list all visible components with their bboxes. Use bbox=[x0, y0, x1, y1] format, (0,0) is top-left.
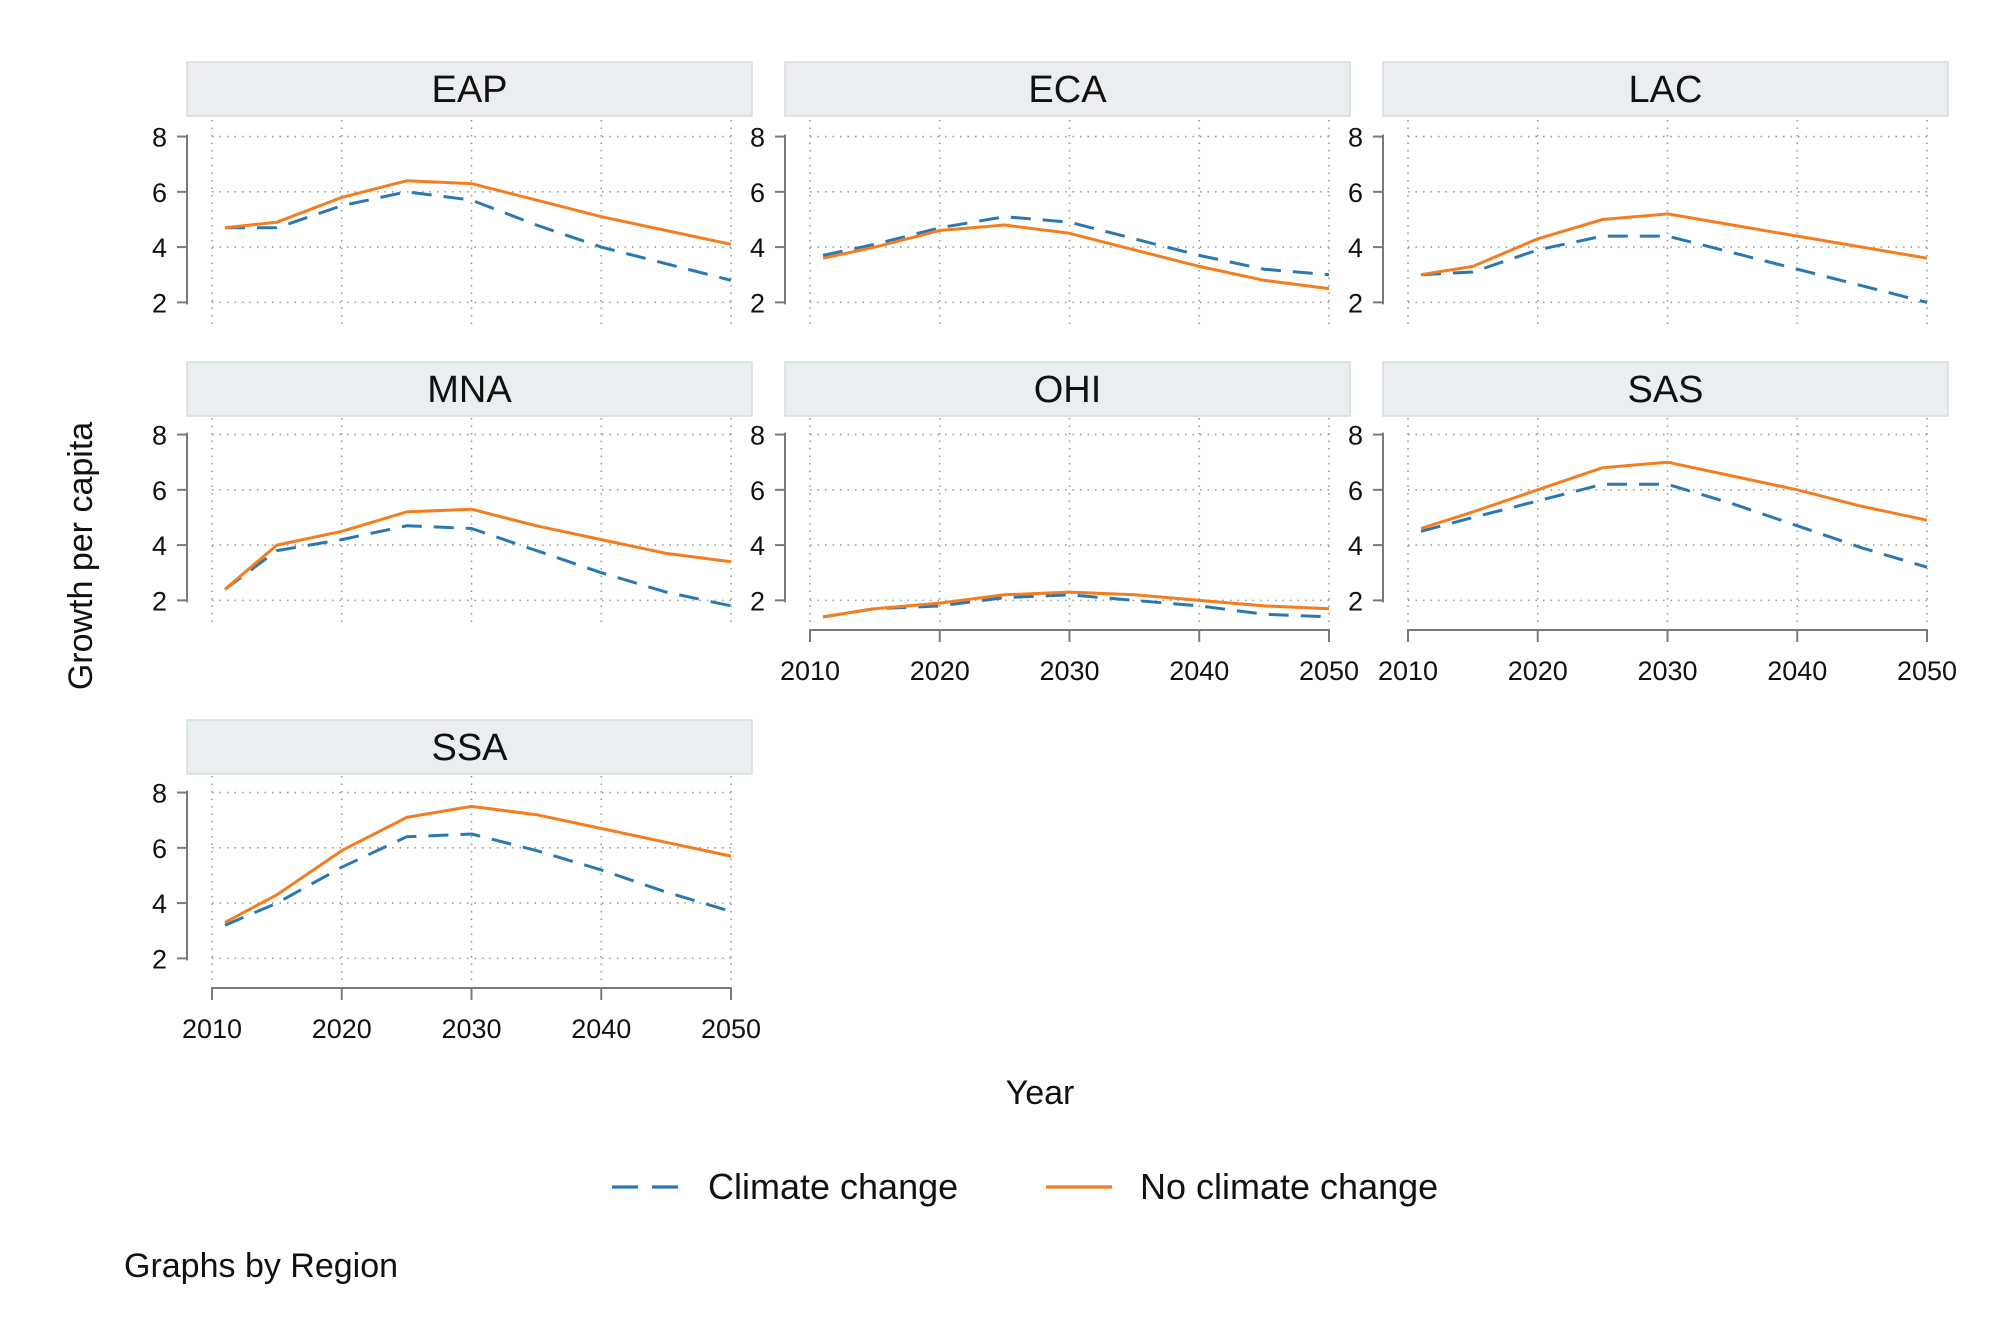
series-line-sas-climate-change bbox=[1420, 482, 1928, 569]
panel-lac: LAC 2 4 6 8 bbox=[1348, 61, 1949, 330]
x-tick-label-2020: 2020 bbox=[312, 1014, 372, 1044]
x-tick-label-2020: 2020 bbox=[910, 656, 970, 686]
series-line-lac-climate-change bbox=[1420, 234, 1928, 304]
series-line-lac-no-climate-change bbox=[1420, 212, 1928, 277]
panel-title-eca: ECA bbox=[1028, 69, 1107, 111]
panel-ssa: SSA 2 4 6 8 2010 2020 2030 2040 2050 bbox=[152, 719, 761, 1044]
series-line-eap-climate-change bbox=[225, 190, 732, 282]
y-tick-label-4: 4 bbox=[152, 531, 167, 561]
y-tick-label-6: 6 bbox=[1348, 476, 1363, 506]
y-tick-label-2: 2 bbox=[1348, 586, 1363, 616]
series-line-mna-climate-change bbox=[224, 524, 732, 608]
y-tick-label-8: 8 bbox=[750, 123, 765, 153]
legend: Climate change No climate change bbox=[612, 1166, 1438, 1207]
x-tick-label-2030: 2030 bbox=[1637, 656, 1697, 686]
series-line-sas-no-climate-change bbox=[1420, 460, 1928, 530]
panel-title-eap: EAP bbox=[431, 69, 507, 111]
series-line-eca-climate-change bbox=[822, 215, 1330, 277]
y-tick-label-8: 8 bbox=[1348, 421, 1363, 451]
y-tick-label-4: 4 bbox=[750, 233, 765, 263]
y-tick-label-6: 6 bbox=[1348, 178, 1363, 208]
y-tick-label-2: 2 bbox=[152, 586, 167, 616]
y-tick-label-6: 6 bbox=[152, 834, 167, 864]
panel-strip-ssa bbox=[186, 719, 753, 775]
x-tick-label-2040: 2040 bbox=[1767, 656, 1827, 686]
panel-strip-ohi bbox=[784, 361, 1351, 417]
y-tick-label-6: 6 bbox=[750, 178, 765, 208]
y-tick-label-2: 2 bbox=[152, 944, 167, 974]
x-tick-label-2020: 2020 bbox=[1508, 656, 1568, 686]
panel-title-mna: MNA bbox=[427, 369, 512, 411]
y-tick-label-8: 8 bbox=[152, 123, 167, 153]
y-tick-label-4: 4 bbox=[152, 233, 167, 263]
panel-strip-lac bbox=[1382, 61, 1949, 117]
panel-eca: ECA 2 4 6 8 bbox=[750, 61, 1351, 330]
x-tick-label-2010: 2010 bbox=[780, 656, 840, 686]
y-tick-label-4: 4 bbox=[152, 889, 167, 919]
y-tick-label-2: 2 bbox=[152, 288, 167, 318]
y-tick-label-4: 4 bbox=[1348, 233, 1363, 263]
panel-title-lac: LAC bbox=[1629, 69, 1703, 111]
y-tick-label-2: 2 bbox=[750, 586, 765, 616]
legend-label-climate-change: Climate change bbox=[708, 1166, 958, 1207]
y-tick-label-6: 6 bbox=[152, 178, 167, 208]
y-tick-label-4: 4 bbox=[750, 531, 765, 561]
x-tick-label-2050: 2050 bbox=[1299, 656, 1359, 686]
y-axis-title: Growth per capita bbox=[62, 422, 100, 690]
y-tick-label-6: 6 bbox=[152, 476, 167, 506]
y-tick-label-8: 8 bbox=[152, 779, 167, 809]
x-tick-label-2030: 2030 bbox=[1039, 656, 1099, 686]
panel-sas: SAS 2 4 6 8 2010 2020 2030 2040 2050 bbox=[1348, 361, 1957, 686]
x-tick-label-2040: 2040 bbox=[571, 1014, 631, 1044]
y-tick-label-8: 8 bbox=[152, 421, 167, 451]
panel-strip-eap bbox=[186, 61, 753, 117]
panel-ohi: OHI 2 4 6 8 2010 2020 2030 2040 2050 bbox=[750, 361, 1359, 686]
x-axis-title: Year bbox=[1006, 1074, 1075, 1112]
x-tick-label-2030: 2030 bbox=[441, 1014, 501, 1044]
panel-title-sas: SAS bbox=[1627, 369, 1703, 411]
y-tick-label-6: 6 bbox=[750, 476, 765, 506]
panel-title-ohi: OHI bbox=[1034, 369, 1102, 411]
x-tick-label-2050: 2050 bbox=[1897, 656, 1957, 686]
panel-eap: EAP 2 4 6 8 bbox=[152, 61, 753, 330]
series-line-ssa-climate-change bbox=[224, 832, 732, 927]
y-tick-label-2: 2 bbox=[1348, 288, 1363, 318]
x-tick-label-2010: 2010 bbox=[182, 1014, 242, 1044]
panels-group: EAP 2 4 6 8 ECA 2 4 6 8 LAC 2 4 6 8 MNA 2 4 6 8 OHI 2 4 6 8 2010 2… bbox=[152, 61, 1957, 1044]
series-line-ssa-no-climate-change bbox=[224, 804, 732, 924]
series-line-mna-no-climate-change bbox=[224, 507, 732, 591]
legend-label-no-climate-change: No climate change bbox=[1140, 1166, 1438, 1207]
x-tick-label-2050: 2050 bbox=[701, 1014, 761, 1044]
panel-title-ssa: SSA bbox=[431, 727, 508, 769]
y-tick-label-8: 8 bbox=[750, 421, 765, 451]
y-tick-label-2: 2 bbox=[750, 288, 765, 318]
x-tick-label-2040: 2040 bbox=[1169, 656, 1229, 686]
footnote: Graphs by Region bbox=[124, 1247, 398, 1285]
panel-strip-mna bbox=[186, 361, 753, 417]
series-line-eap-no-climate-change bbox=[224, 179, 732, 246]
y-tick-label-4: 4 bbox=[1348, 531, 1363, 561]
panel-strip-sas bbox=[1382, 361, 1949, 417]
x-tick-label-2010: 2010 bbox=[1378, 656, 1438, 686]
series-line-ohi-no-climate-change bbox=[822, 590, 1330, 619]
panel-mna: MNA 2 4 6 8 bbox=[152, 361, 753, 628]
y-tick-label-8: 8 bbox=[1348, 123, 1363, 153]
series-line-eca-no-climate-change bbox=[822, 223, 1330, 291]
panel-strip-eca bbox=[784, 61, 1351, 117]
